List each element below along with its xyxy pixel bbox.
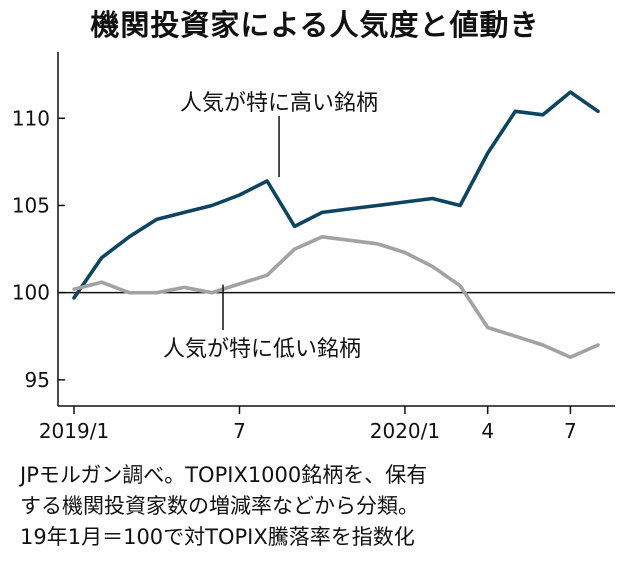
x-tick-label: 7 <box>233 419 246 443</box>
annotation-high: 人気が特に高い銘柄 <box>180 91 378 116</box>
chart-title: 機関投資家による人気度と値動き <box>90 8 540 42</box>
annotation-low: 人気が特に低い銘柄 <box>163 337 361 362</box>
x-tick-label: 4 <box>481 419 494 443</box>
x-tick-label: 2019/1 <box>39 419 109 443</box>
chart-series <box>72 90 600 359</box>
x-tick-label: 7 <box>564 419 577 443</box>
source-note-line-2: する機関投資家数の増減率などから分類。 <box>20 494 419 518</box>
source-note-line-1: JPモルガン調べ。TOPIX1000銘柄を、保有 <box>20 463 428 487</box>
source-note: JPモルガン調べ。TOPIX1000銘柄を、保有 する機関投資家数の増減率などか… <box>20 460 620 553</box>
y-tick-label: 105 <box>12 193 50 217</box>
series-line-1 <box>72 90 600 300</box>
y-tick-label: 110 <box>12 106 50 130</box>
y-tick-label: 95 <box>25 368 50 392</box>
chart-labels: 95 100 105 110 2019/1 7 2020/1 4 7 人気が特に高い銘柄人気が特に… <box>12 91 577 443</box>
x-tick-label: 2020/1 <box>370 419 440 443</box>
y-tick-label: 100 <box>12 281 50 305</box>
line-chart: 95 100 105 110 2019/1 7 2020/1 4 7 人気が特に高い銘柄人気が特に… <box>12 52 615 443</box>
series-line-2 <box>72 235 600 359</box>
source-note-line-3: 19年1月＝100で対TOPIX騰落率を指数化 <box>20 525 415 549</box>
